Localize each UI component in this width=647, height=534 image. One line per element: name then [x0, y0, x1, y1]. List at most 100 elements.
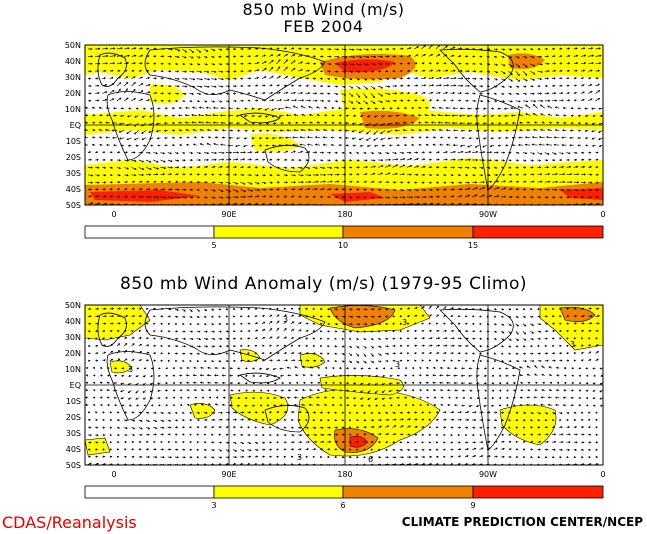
- wind-vector-head: [502, 338, 505, 341]
- wind-vector-head: [392, 307, 395, 311]
- wind-vector-head: [582, 98, 585, 102]
- wind-vector-head: [98, 47, 101, 50]
- wind-vector-head: [134, 132, 137, 135]
- wind-vector-head: [444, 62, 447, 65]
- wind-vector-head: [539, 188, 543, 191]
- wind-vector-head: [364, 337, 367, 341]
- wind-vector-head: [588, 344, 592, 347]
- wind-vector-head: [265, 144, 268, 147]
- wind-vector-head: [581, 344, 584, 347]
- wind-vector-head: [374, 391, 377, 394]
- wind-vector-head: [135, 375, 138, 378]
- wind-vector-head: [553, 62, 557, 65]
- wind-vector-head: [135, 391, 138, 394]
- wind-vector-head: [567, 77, 570, 80]
- wind-vector-head: [321, 84, 324, 88]
- wind-vector-head: [176, 70, 180, 73]
- wind-vector: [131, 89, 136, 94]
- wind-vector-head: [539, 330, 542, 333]
- wind-vector-head: [273, 382, 277, 385]
- wind-vector-head: [358, 323, 361, 326]
- wind-vector-head: [142, 167, 145, 171]
- wind-vector-head: [89, 70, 92, 73]
- wind-vector-head: [285, 53, 289, 56]
- wind-vector-head: [154, 69, 157, 73]
- wind-vector-head: [568, 54, 571, 58]
- wind-vector-head: [432, 389, 436, 392]
- wind-vector: [290, 151, 296, 153]
- wind-vector-head: [424, 128, 428, 132]
- wind-vector-head: [509, 151, 512, 154]
- wind-vector-head: [169, 308, 172, 311]
- wind-vector-head: [555, 389, 559, 392]
- wind-vector-head: [582, 322, 585, 325]
- wind-vector-head: [459, 202, 462, 205]
- wind-vector-head: [179, 374, 182, 377]
- wind-vector-head: [544, 307, 548, 311]
- wind-vector-head: [446, 84, 450, 87]
- wind-vector-head: [119, 314, 122, 318]
- wind-vector-head: [113, 47, 116, 50]
- wind-vector: [141, 137, 147, 140]
- wind-vector-head: [476, 382, 479, 385]
- wind-vector-head: [349, 330, 353, 333]
- panel1-title: 850 mb Wind (m/s): [242, 0, 405, 19]
- wind-vector-head: [451, 174, 454, 177]
- wind-vector-head: [547, 188, 550, 191]
- wind-vector-head: [132, 180, 136, 183]
- wind-vector-head: [494, 92, 497, 95]
- wind-vector-head: [264, 76, 267, 79]
- wind-vector-head: [523, 345, 526, 348]
- wind-vector-head: [387, 122, 390, 126]
- lat-label: 10S: [66, 137, 81, 146]
- wind-vector-head: [240, 322, 243, 325]
- wind-vector-head: [604, 196, 605, 198]
- wind-vector-head: [105, 91, 108, 94]
- wind-vector-head: [540, 104, 543, 107]
- wind-vector-head: [591, 54, 595, 57]
- wind-vector-head: [146, 69, 150, 72]
- wind-vector-head: [351, 101, 354, 104]
- wind-vector-head: [278, 75, 281, 78]
- wind-vector-head: [177, 114, 181, 117]
- wind-vector-head: [262, 344, 265, 347]
- wind-vector-head: [175, 322, 178, 325]
- wind-vector-head: [400, 62, 403, 65]
- wind-vector-head: [226, 345, 229, 348]
- wind-vector-head: [85, 128, 87, 132]
- wind-vector-head: [106, 54, 109, 58]
- wind-vector-head: [474, 77, 477, 80]
- wind-vector-head: [263, 174, 266, 177]
- wind-vector-head: [183, 337, 187, 340]
- wind-vector-head: [208, 396, 211, 399]
- wind-vector-head: [247, 352, 250, 355]
- wind-vector-head: [170, 166, 173, 169]
- wind-vector-head: [233, 359, 236, 363]
- wind-vector: [385, 93, 391, 95]
- wind-vector-head: [258, 367, 262, 370]
- wind-vector-head: [582, 165, 586, 168]
- wind-vector-head: [244, 382, 248, 385]
- wind-vector-head: [356, 337, 359, 340]
- wind-vector: [537, 181, 543, 183]
- wind-vector-head: [176, 152, 179, 155]
- wind-vector-head: [495, 48, 498, 51]
- wind-vector-head: [277, 195, 280, 198]
- wind-vector-head: [371, 70, 375, 73]
- wind-vector-head: [96, 158, 99, 161]
- wind-vector-head: [491, 389, 494, 392]
- wind-vector-head: [301, 113, 304, 116]
- wind-vector-head: [135, 397, 138, 400]
- wind-vector-head: [118, 307, 122, 310]
- wind-vector-head: [300, 61, 304, 64]
- wind-vector-head: [183, 315, 186, 318]
- wind-vector-head: [578, 374, 581, 377]
- wind-vector-head: [577, 107, 580, 110]
- wind-vector-head: [546, 359, 549, 362]
- wind-vector-head: [416, 46, 419, 49]
- wind-vector-head: [581, 359, 584, 362]
- wind-vector-head: [212, 330, 216, 333]
- wind-vector-head: [214, 381, 217, 384]
- wind-vector-head: [359, 390, 363, 393]
- wind-vector-head: [213, 337, 216, 341]
